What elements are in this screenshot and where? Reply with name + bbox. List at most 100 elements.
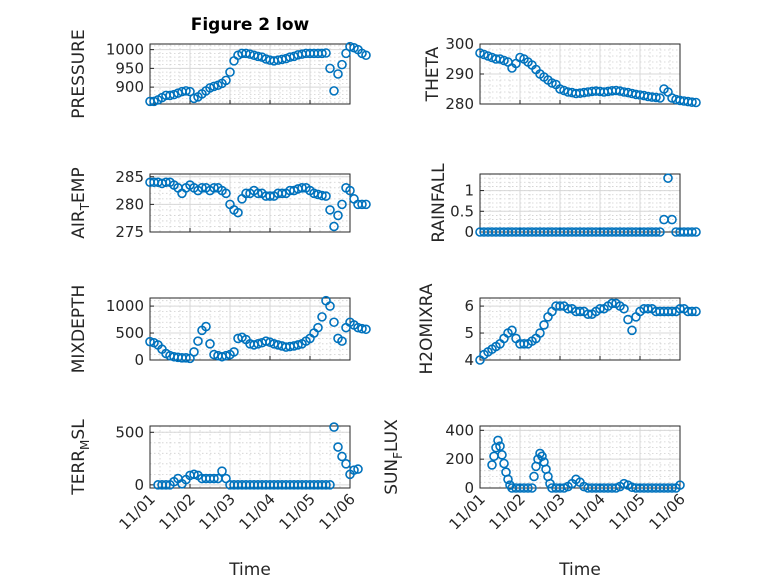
data-point: [229, 347, 239, 357]
data-point: [205, 339, 215, 349]
data-point: [691, 227, 701, 237]
data-point: [321, 480, 331, 490]
data-point: [293, 340, 303, 350]
data-point: [297, 183, 307, 193]
y-tick-label: 280: [445, 95, 474, 113]
data-point: [337, 199, 347, 210]
data-point: [329, 317, 339, 328]
data-point: [233, 207, 243, 218]
data-point: [349, 465, 359, 475]
data-point: [361, 199, 371, 210]
data-point: [575, 306, 585, 317]
y-tick-label: 0: [134, 476, 144, 494]
y-tick-label: 0: [464, 223, 474, 241]
y-tick-label: 0: [464, 479, 474, 497]
x-tick-label: 11/06: [646, 490, 689, 533]
y-tick-label: 280: [115, 195, 144, 213]
y-tick-label: 900: [115, 78, 144, 96]
data-point: [643, 303, 653, 314]
data-point: [329, 221, 339, 232]
data-point: [185, 86, 195, 97]
data-point: [519, 339, 529, 349]
x-axis-label: Time: [558, 560, 601, 580]
data-point: [493, 435, 503, 446]
data-point: [539, 320, 549, 330]
data-point: [317, 190, 327, 201]
data-point: [487, 460, 497, 470]
data-point: [357, 199, 367, 210]
data-point: [333, 69, 343, 79]
x-tick-label: 11/01: [116, 490, 159, 533]
axes-box: [149, 425, 351, 489]
y-axis-label: PRESSURE: [69, 29, 89, 118]
data-point: [595, 303, 605, 314]
data-point: [535, 328, 545, 338]
data-point: [499, 458, 509, 469]
data-point: [221, 75, 231, 86]
data-point: [627, 325, 637, 336]
panel-row2-left: 275 280 285 AIRTEMP: [69, 167, 371, 241]
data-point: [209, 473, 219, 484]
data-point: [357, 323, 367, 334]
x-tick-label: 11/03: [196, 490, 239, 533]
panel-row3-left: 0 500 1000 MIXDEPTH: [69, 285, 371, 374]
data-point: [313, 322, 323, 333]
data-point: [687, 306, 697, 317]
y-tick-label: 300: [445, 35, 474, 53]
y-axis-label: SUNFLUX: [382, 419, 405, 495]
x-tick-label: 11/02: [486, 490, 529, 533]
data-point: [619, 303, 629, 314]
y-tick-label: 1: [464, 182, 474, 200]
y-tick-label: 0.5: [450, 202, 474, 220]
data-point: [145, 336, 155, 347]
data-point: [161, 177, 171, 188]
x-tick-label: 11/02: [156, 490, 199, 533]
data-point: [209, 81, 219, 92]
x-tick-label: 11/06: [316, 490, 359, 533]
data-point: [507, 325, 517, 336]
plot-area: [149, 425, 351, 489]
data-point: [341, 459, 351, 469]
x-tick-label: 11/05: [276, 490, 319, 533]
y-tick-label: 500: [115, 324, 144, 342]
data-point: [361, 50, 371, 61]
panel-row2-right: 0 0.5 1 RAINFALL: [429, 163, 701, 243]
data-point: [261, 336, 271, 346]
y-tick-label: 290: [445, 65, 474, 83]
data-point: [201, 321, 211, 332]
data-point: [691, 306, 701, 317]
data-point: [329, 86, 339, 96]
y-tick-label: 200: [445, 450, 474, 468]
data-point: [503, 474, 513, 485]
data-point: [277, 188, 287, 199]
x-tick-label: 11/03: [526, 490, 569, 533]
data-point: [181, 353, 191, 363]
y-axis-label: H2OMIXRA: [417, 283, 437, 374]
data-point: [321, 48, 331, 58]
data-point: [675, 480, 685, 490]
data-point: [221, 188, 231, 199]
data-point: [353, 464, 363, 474]
x-axis-label: Time: [228, 560, 271, 580]
data-point: [675, 303, 685, 314]
data-point: [333, 210, 343, 221]
x-tick-label: 11/04: [236, 490, 279, 533]
data-point: [209, 183, 219, 193]
y-tick-label: 400: [445, 421, 474, 439]
plot-area: [149, 297, 351, 361]
data-point: [583, 309, 593, 319]
data-point: [667, 306, 677, 317]
data-point: [345, 41, 355, 52]
y-tick-label: 500: [115, 423, 144, 441]
data-point: [193, 336, 203, 346]
y-axis-label: MIXDEPTH: [69, 285, 89, 374]
data-point: [161, 480, 171, 490]
panel-row3-right: 4 5 6 H2OMIXRA: [417, 283, 701, 375]
axes-box: [149, 43, 351, 105]
y-tick-label: 285: [115, 168, 144, 186]
data-point: [325, 205, 335, 215]
data-point: [221, 350, 231, 361]
data-point: [225, 67, 235, 77]
